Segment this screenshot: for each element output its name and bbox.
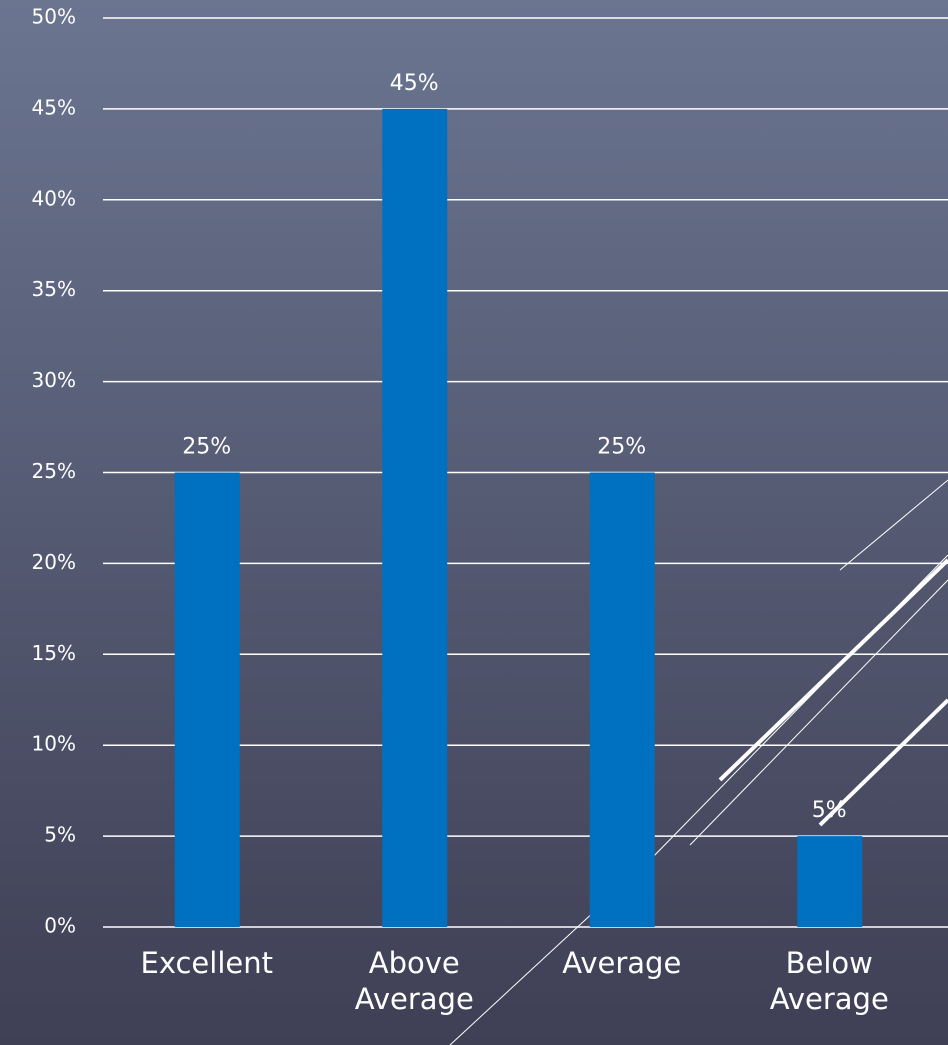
bar <box>382 108 448 927</box>
bar <box>589 472 655 927</box>
y-tick-label: 45% <box>32 95 76 119</box>
decoration <box>449 479 948 1045</box>
y-tick-label: 0% <box>44 914 76 938</box>
y-tick-label: 50% <box>32 5 76 29</box>
x-tick-label: Excellent <box>140 946 273 980</box>
x-tick-label: Average <box>562 946 682 980</box>
bar <box>797 836 863 927</box>
x-tick-label: Above Average <box>354 946 474 1016</box>
data-label: 5% <box>812 798 847 823</box>
y-tick-label: 15% <box>32 641 76 665</box>
y-tick-label: 40% <box>32 186 76 210</box>
x-tick-label: Below Average <box>769 946 889 1016</box>
data-label: 25% <box>597 435 646 460</box>
y-tick-label: 30% <box>32 368 76 392</box>
y-tick-label: 25% <box>32 459 76 483</box>
data-label: 45% <box>390 71 439 96</box>
bar <box>174 472 240 927</box>
y-tick-label: 20% <box>32 550 76 574</box>
y-tick-label: 5% <box>44 823 76 847</box>
data-label: 25% <box>182 435 231 460</box>
y-tick-label: 35% <box>32 277 76 301</box>
y-tick-label: 10% <box>32 732 76 756</box>
